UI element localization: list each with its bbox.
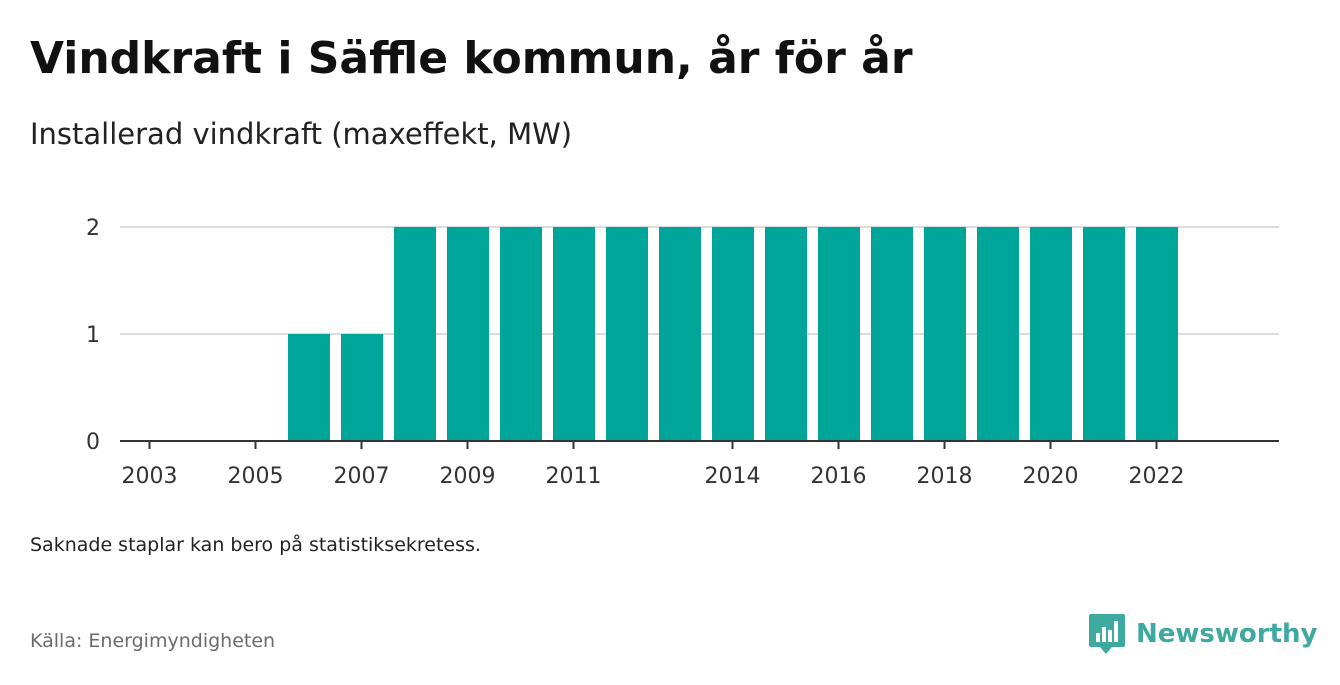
x-tick-label: 2005 <box>228 464 284 489</box>
bar-2022 <box>1136 227 1178 441</box>
x-tick-label: 2022 <box>1129 464 1185 489</box>
bar-2017 <box>871 227 913 441</box>
x-tick-label: 2011 <box>546 464 602 489</box>
bar-2016 <box>818 227 860 441</box>
x-tick-label: 2003 <box>122 464 178 489</box>
bar-2009 <box>447 227 489 441</box>
bar-2008 <box>394 227 436 441</box>
y-tick-label: 0 <box>86 430 100 455</box>
bar-2012 <box>606 227 648 441</box>
chart-title: Vindkraft i Säffle kommun, år för år <box>30 33 913 84</box>
y-tick-label: 1 <box>86 323 100 348</box>
x-tick-label: 2018 <box>917 464 973 489</box>
source-label: Källa: Energimyndigheten <box>30 630 276 652</box>
x-tick-label: 2014 <box>705 464 761 489</box>
bar-2015 <box>765 227 807 441</box>
x-axis-ticks: 2003 2005 2007 2009 2011 2014 2016 2018 2020 2022 <box>122 441 1185 489</box>
bar-2007 <box>341 334 383 441</box>
bar-2011 <box>553 227 595 441</box>
bar-2019 <box>977 227 1019 441</box>
bar-2014 <box>712 227 754 441</box>
newsworthy-logo-icon <box>1089 614 1125 654</box>
chart-subtitle: Installerad vindkraft (maxeffekt, MW) <box>30 117 573 151</box>
bar-2013 <box>659 227 701 441</box>
y-axis-ticks: 0 1 2 <box>86 216 100 455</box>
x-tick-label: 2009 <box>440 464 496 489</box>
bar-2020 <box>1030 227 1072 441</box>
brand-name: Newsworthy <box>1136 619 1318 649</box>
bar-2018 <box>924 227 966 441</box>
x-tick-label: 2007 <box>334 464 390 489</box>
bar-2021 <box>1083 227 1125 441</box>
x-tick-label: 2020 <box>1023 464 1079 489</box>
bar-2010 <box>500 227 542 441</box>
bar-chart: 0 1 2 2003 2005 2007 2009 2011 2014 2016 2018 2020… <box>86 216 1279 489</box>
bars <box>288 227 1178 441</box>
footnote: Saknade staplar kan bero på statistiksek… <box>30 534 481 556</box>
y-tick-label: 2 <box>86 216 100 241</box>
bar-2006 <box>288 334 330 441</box>
brand-logo-group: Newsworthy <box>1088 612 1317 656</box>
x-tick-label: 2016 <box>811 464 867 489</box>
